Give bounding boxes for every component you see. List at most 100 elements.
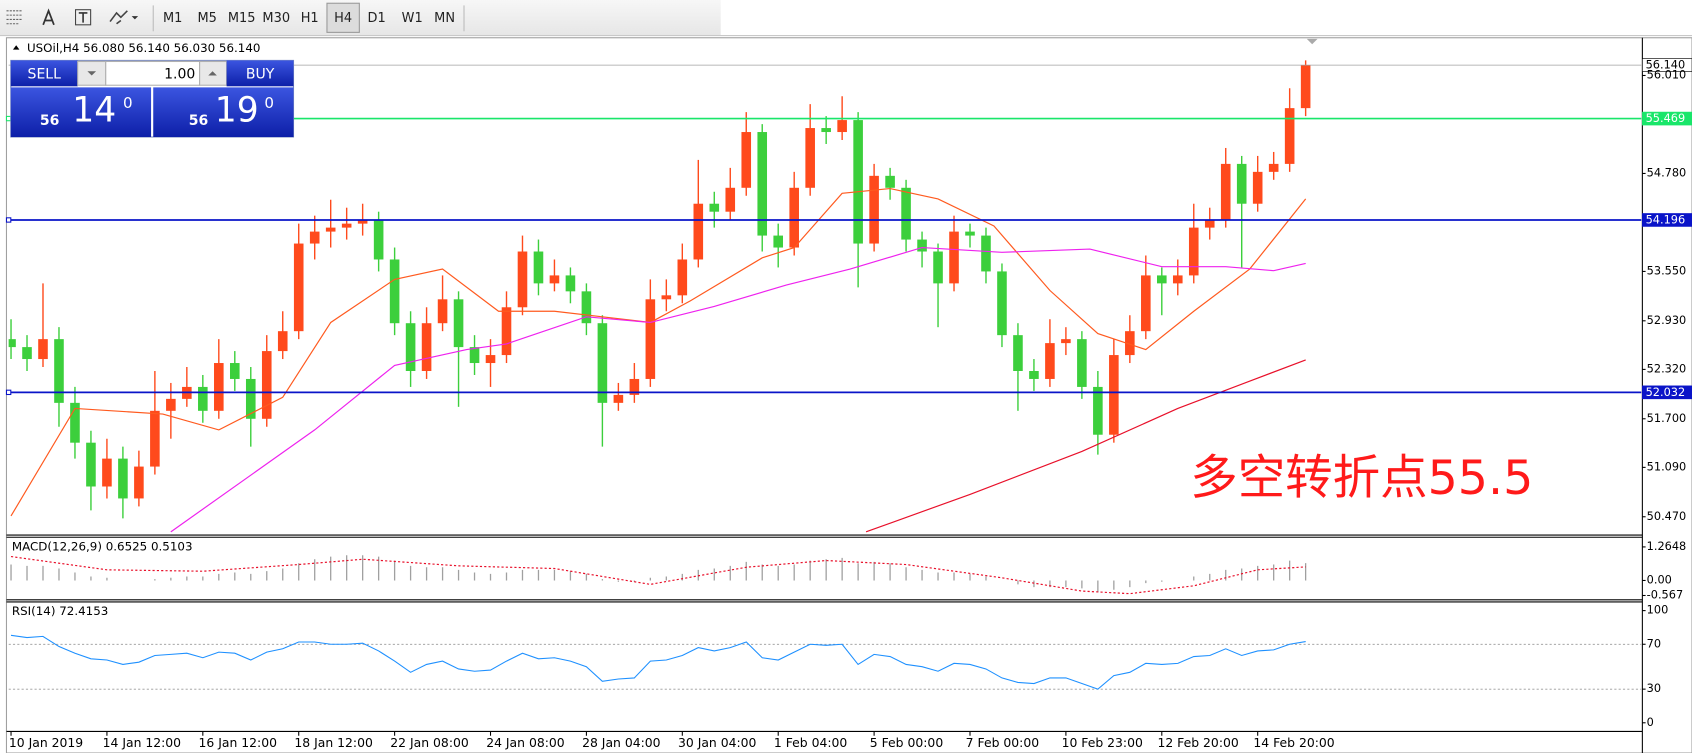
collapse-arrow bbox=[12, 45, 20, 50]
level-price-box bbox=[1642, 111, 1692, 126]
candle-body bbox=[22, 347, 32, 360]
sell-label: SELL bbox=[28, 66, 62, 82]
level-price-label: 54.196 bbox=[1646, 213, 1686, 227]
candle-body bbox=[677, 259, 688, 296]
panel-title: RSI(14) 72.4153 bbox=[12, 604, 108, 618]
x-tick-label: 14 Jan 12:00 bbox=[103, 735, 182, 750]
text-icon[interactable] bbox=[42, 8, 55, 26]
period-button[interactable]: M15 bbox=[228, 11, 256, 26]
candle-body bbox=[517, 251, 528, 308]
period-button[interactable]: H4 bbox=[334, 11, 352, 26]
candle-body bbox=[485, 355, 496, 364]
candle-body bbox=[1268, 163, 1279, 172]
panel-title: MACD(12,26,9) 0.6525 0.5103 bbox=[12, 539, 193, 553]
candle-body bbox=[869, 175, 879, 244]
candle-body bbox=[453, 299, 464, 348]
bid-main: 14 bbox=[72, 91, 116, 131]
ask-sup: 0 bbox=[264, 94, 274, 112]
candle-body bbox=[693, 203, 704, 260]
label-icon-t bbox=[78, 12, 88, 23]
candle-body bbox=[709, 203, 720, 212]
rsi-line bbox=[10, 634, 1306, 690]
candle-body bbox=[1300, 65, 1311, 109]
candle-body bbox=[533, 251, 544, 284]
candle-body bbox=[70, 402, 80, 443]
ask-prefix: 56 bbox=[189, 113, 209, 129]
y-tick-label: 54.780 bbox=[1647, 165, 1687, 179]
period-button[interactable]: M1 bbox=[163, 11, 182, 26]
candle-body bbox=[309, 231, 320, 244]
x-tick-label: 7 Feb 00:00 bbox=[966, 735, 1040, 750]
candle-body bbox=[581, 291, 592, 324]
sell-button[interactable] bbox=[10, 60, 78, 87]
panel-plot bbox=[10, 555, 1307, 595]
candle-body bbox=[1093, 386, 1103, 435]
period-button[interactable]: M5 bbox=[197, 11, 216, 26]
candle-body bbox=[1061, 339, 1071, 344]
bid-sup: 0 bbox=[123, 94, 133, 112]
level-price-label: 55.469 bbox=[1646, 111, 1686, 125]
toolbar-bg bbox=[0, 0, 721, 36]
bid-price-button[interactable] bbox=[10, 87, 152, 138]
y-tick-label: -0.567 bbox=[1647, 587, 1683, 601]
candle-body bbox=[1125, 331, 1135, 356]
volume-down-arrow bbox=[87, 71, 97, 76]
candle-body bbox=[949, 231, 959, 284]
candle-body bbox=[1172, 275, 1183, 284]
x-tick-label: 30 Jan 04:00 bbox=[678, 735, 757, 750]
panel-plot bbox=[8, 60, 1311, 533]
candle-body bbox=[229, 363, 240, 379]
shapes-icon[interactable] bbox=[109, 10, 128, 25]
candle-body bbox=[613, 394, 624, 403]
y-tick-label: 70 bbox=[1647, 636, 1661, 650]
level-price-label: 52.032 bbox=[1646, 385, 1686, 399]
candle-body bbox=[757, 132, 768, 236]
candle-body bbox=[293, 243, 304, 332]
candle-body bbox=[997, 271, 1007, 336]
period-button[interactable]: M30 bbox=[262, 11, 290, 26]
panel-plot bbox=[8, 634, 1642, 690]
candle-body bbox=[421, 323, 432, 371]
candle-body bbox=[245, 378, 256, 419]
candle-body bbox=[501, 307, 512, 356]
dropdown-arrow[interactable] bbox=[131, 16, 139, 20]
x-tick-label: 12 Feb 20:00 bbox=[1157, 735, 1238, 750]
buy-button[interactable] bbox=[226, 60, 294, 87]
period-button[interactable]: W1 bbox=[402, 11, 423, 26]
candle-body bbox=[1220, 163, 1231, 220]
candle-body bbox=[805, 128, 815, 188]
candle-body bbox=[469, 347, 480, 364]
x-tick-label: 5 Feb 00:00 bbox=[870, 735, 944, 750]
toolbar-icons bbox=[6, 5, 465, 32]
period-button[interactable]: H1 bbox=[301, 11, 319, 26]
label-icon[interactable] bbox=[74, 9, 92, 26]
candle-body bbox=[661, 295, 672, 300]
period-button[interactable]: MN bbox=[434, 11, 455, 26]
shift-marker bbox=[1306, 38, 1318, 45]
x-tick-label: 10 Feb 23:00 bbox=[1062, 735, 1143, 750]
level-handle bbox=[5, 115, 12, 122]
chart-window-border bbox=[5, 37, 1692, 753]
candle-body bbox=[134, 466, 144, 499]
candle-body bbox=[741, 132, 752, 188]
x-tick-label: 24 Jan 08:00 bbox=[486, 735, 565, 750]
ask-price-button[interactable] bbox=[153, 87, 294, 138]
candle-body bbox=[725, 187, 736, 212]
y-tick-label: 51.700 bbox=[1647, 411, 1687, 425]
candle-body bbox=[341, 223, 352, 228]
candle-body bbox=[885, 175, 895, 188]
y-tick-label: 50.470 bbox=[1647, 509, 1687, 523]
candle-body bbox=[102, 458, 112, 487]
y-tick-label: 100 bbox=[1647, 603, 1669, 617]
candle-body bbox=[1029, 370, 1039, 379]
level-price-label: 56.140 bbox=[1646, 58, 1686, 72]
candle-body bbox=[389, 259, 400, 324]
y-tick-label: 56.010 bbox=[1647, 67, 1687, 81]
period-button[interactable]: D1 bbox=[367, 11, 385, 26]
candle-body bbox=[565, 275, 576, 292]
candle-body bbox=[277, 331, 288, 352]
candle-body bbox=[357, 219, 368, 224]
candle-body bbox=[1252, 171, 1263, 204]
crosshair-icon[interactable] bbox=[6, 10, 22, 25]
y-tick-label: 52.930 bbox=[1647, 313, 1687, 327]
